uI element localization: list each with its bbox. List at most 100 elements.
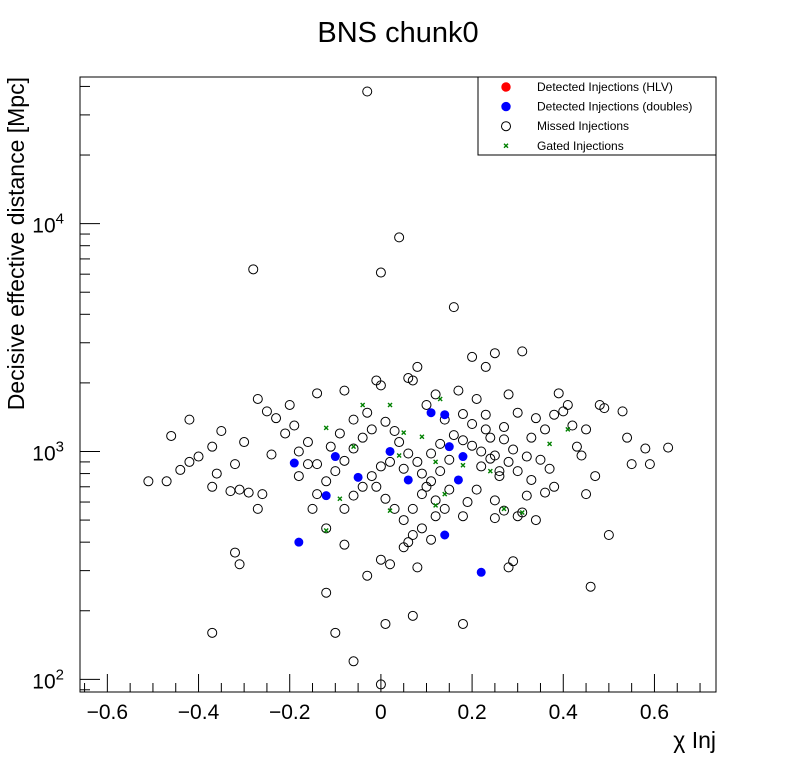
- data-point: [234, 559, 245, 570]
- legend: Detected Injections (HLV) Detected Inject…: [477, 76, 717, 156]
- data-point: [576, 450, 587, 461]
- data-point: [453, 475, 463, 485]
- data-point: [512, 466, 523, 477]
- data-point: [351, 444, 357, 450]
- data-point: [440, 410, 450, 420]
- data-point: [387, 402, 393, 408]
- data-point: [289, 458, 299, 468]
- x-tick-label: 0.6: [640, 701, 669, 724]
- data-point: [380, 493, 391, 504]
- data-point: [487, 468, 493, 474]
- data-point: [430, 389, 441, 400]
- data-point: [389, 503, 400, 514]
- legend-marker: [501, 101, 511, 112]
- data-point: [407, 610, 418, 621]
- legend-label: Missed Injections: [537, 119, 629, 133]
- data-point: [207, 481, 218, 492]
- data-point: [526, 432, 537, 443]
- data-point: [321, 523, 332, 534]
- data-point: [437, 396, 443, 402]
- data-point: [444, 442, 454, 452]
- data-point: [407, 503, 418, 514]
- data-point: [467, 440, 478, 451]
- data-point: [334, 428, 345, 439]
- data-point: [294, 537, 304, 547]
- data-point: [626, 459, 637, 470]
- data-point: [581, 424, 592, 435]
- data-points: [143, 86, 674, 690]
- data-point: [508, 444, 519, 455]
- y-tick-label: 102: [32, 666, 64, 693]
- data-point: [385, 559, 396, 570]
- data-point: [307, 503, 318, 514]
- data-point: [571, 441, 582, 452]
- x-tick-label: −0.2: [269, 701, 310, 724]
- data-point: [547, 441, 553, 447]
- data-point: [166, 430, 177, 441]
- data-point: [435, 466, 446, 477]
- data-point: [389, 425, 400, 436]
- data-point: [553, 388, 564, 399]
- data-point: [321, 491, 331, 501]
- data-point: [207, 627, 218, 638]
- data-point: [416, 489, 427, 500]
- data-point: [398, 463, 409, 474]
- data-point: [380, 416, 391, 427]
- data-point: [512, 407, 523, 418]
- data-point: [471, 484, 482, 495]
- data-point: [462, 497, 473, 508]
- data-point: [348, 656, 359, 667]
- data-point: [476, 461, 487, 472]
- data-point: [457, 618, 468, 629]
- data-point: [348, 490, 359, 501]
- data-point: [458, 452, 468, 462]
- data-point: [603, 530, 614, 541]
- data-point: [565, 426, 571, 432]
- data-point: [339, 503, 350, 514]
- data-point: [243, 487, 254, 498]
- data-point: [499, 434, 509, 445]
- data-point: [323, 425, 329, 431]
- data-point: [362, 86, 373, 97]
- data-point: [366, 471, 377, 482]
- data-point: [403, 448, 414, 459]
- data-point: [339, 539, 350, 550]
- data-point: [230, 459, 241, 470]
- data-point: [471, 393, 482, 404]
- data-point: [530, 413, 541, 424]
- data-point: [407, 530, 418, 541]
- data-point: [387, 508, 393, 514]
- data-point: [467, 351, 478, 362]
- data-point: [385, 446, 395, 456]
- data-point: [476, 567, 486, 577]
- data-point: [426, 408, 436, 418]
- data-point: [494, 471, 505, 482]
- data-point: [501, 506, 507, 512]
- data-point: [339, 455, 350, 466]
- data-point: [444, 454, 455, 465]
- legend-label: Detected Injections (doubles): [537, 100, 692, 114]
- x-tick-label: 0.2: [457, 701, 486, 724]
- data-point: [585, 581, 596, 592]
- data-point: [403, 475, 413, 485]
- data-point: [442, 491, 448, 497]
- data-point: [440, 530, 450, 540]
- plot-frame: [79, 76, 717, 693]
- data-point: [330, 627, 341, 638]
- data-point: [302, 437, 313, 448]
- data-point: [453, 385, 464, 396]
- data-point: [312, 459, 323, 470]
- legend-marker: [503, 143, 509, 149]
- data-point: [435, 438, 446, 449]
- data-point: [348, 414, 359, 425]
- data-point: [519, 509, 525, 515]
- x-tick-label: −0.4: [178, 701, 220, 724]
- data-point: [439, 503, 450, 514]
- data-point: [380, 618, 391, 629]
- data-point: [143, 476, 154, 487]
- y-tick-label: 103: [32, 438, 64, 465]
- data-point: [412, 361, 423, 372]
- legend-label: Gated Injections: [537, 139, 624, 153]
- data-point: [175, 464, 186, 475]
